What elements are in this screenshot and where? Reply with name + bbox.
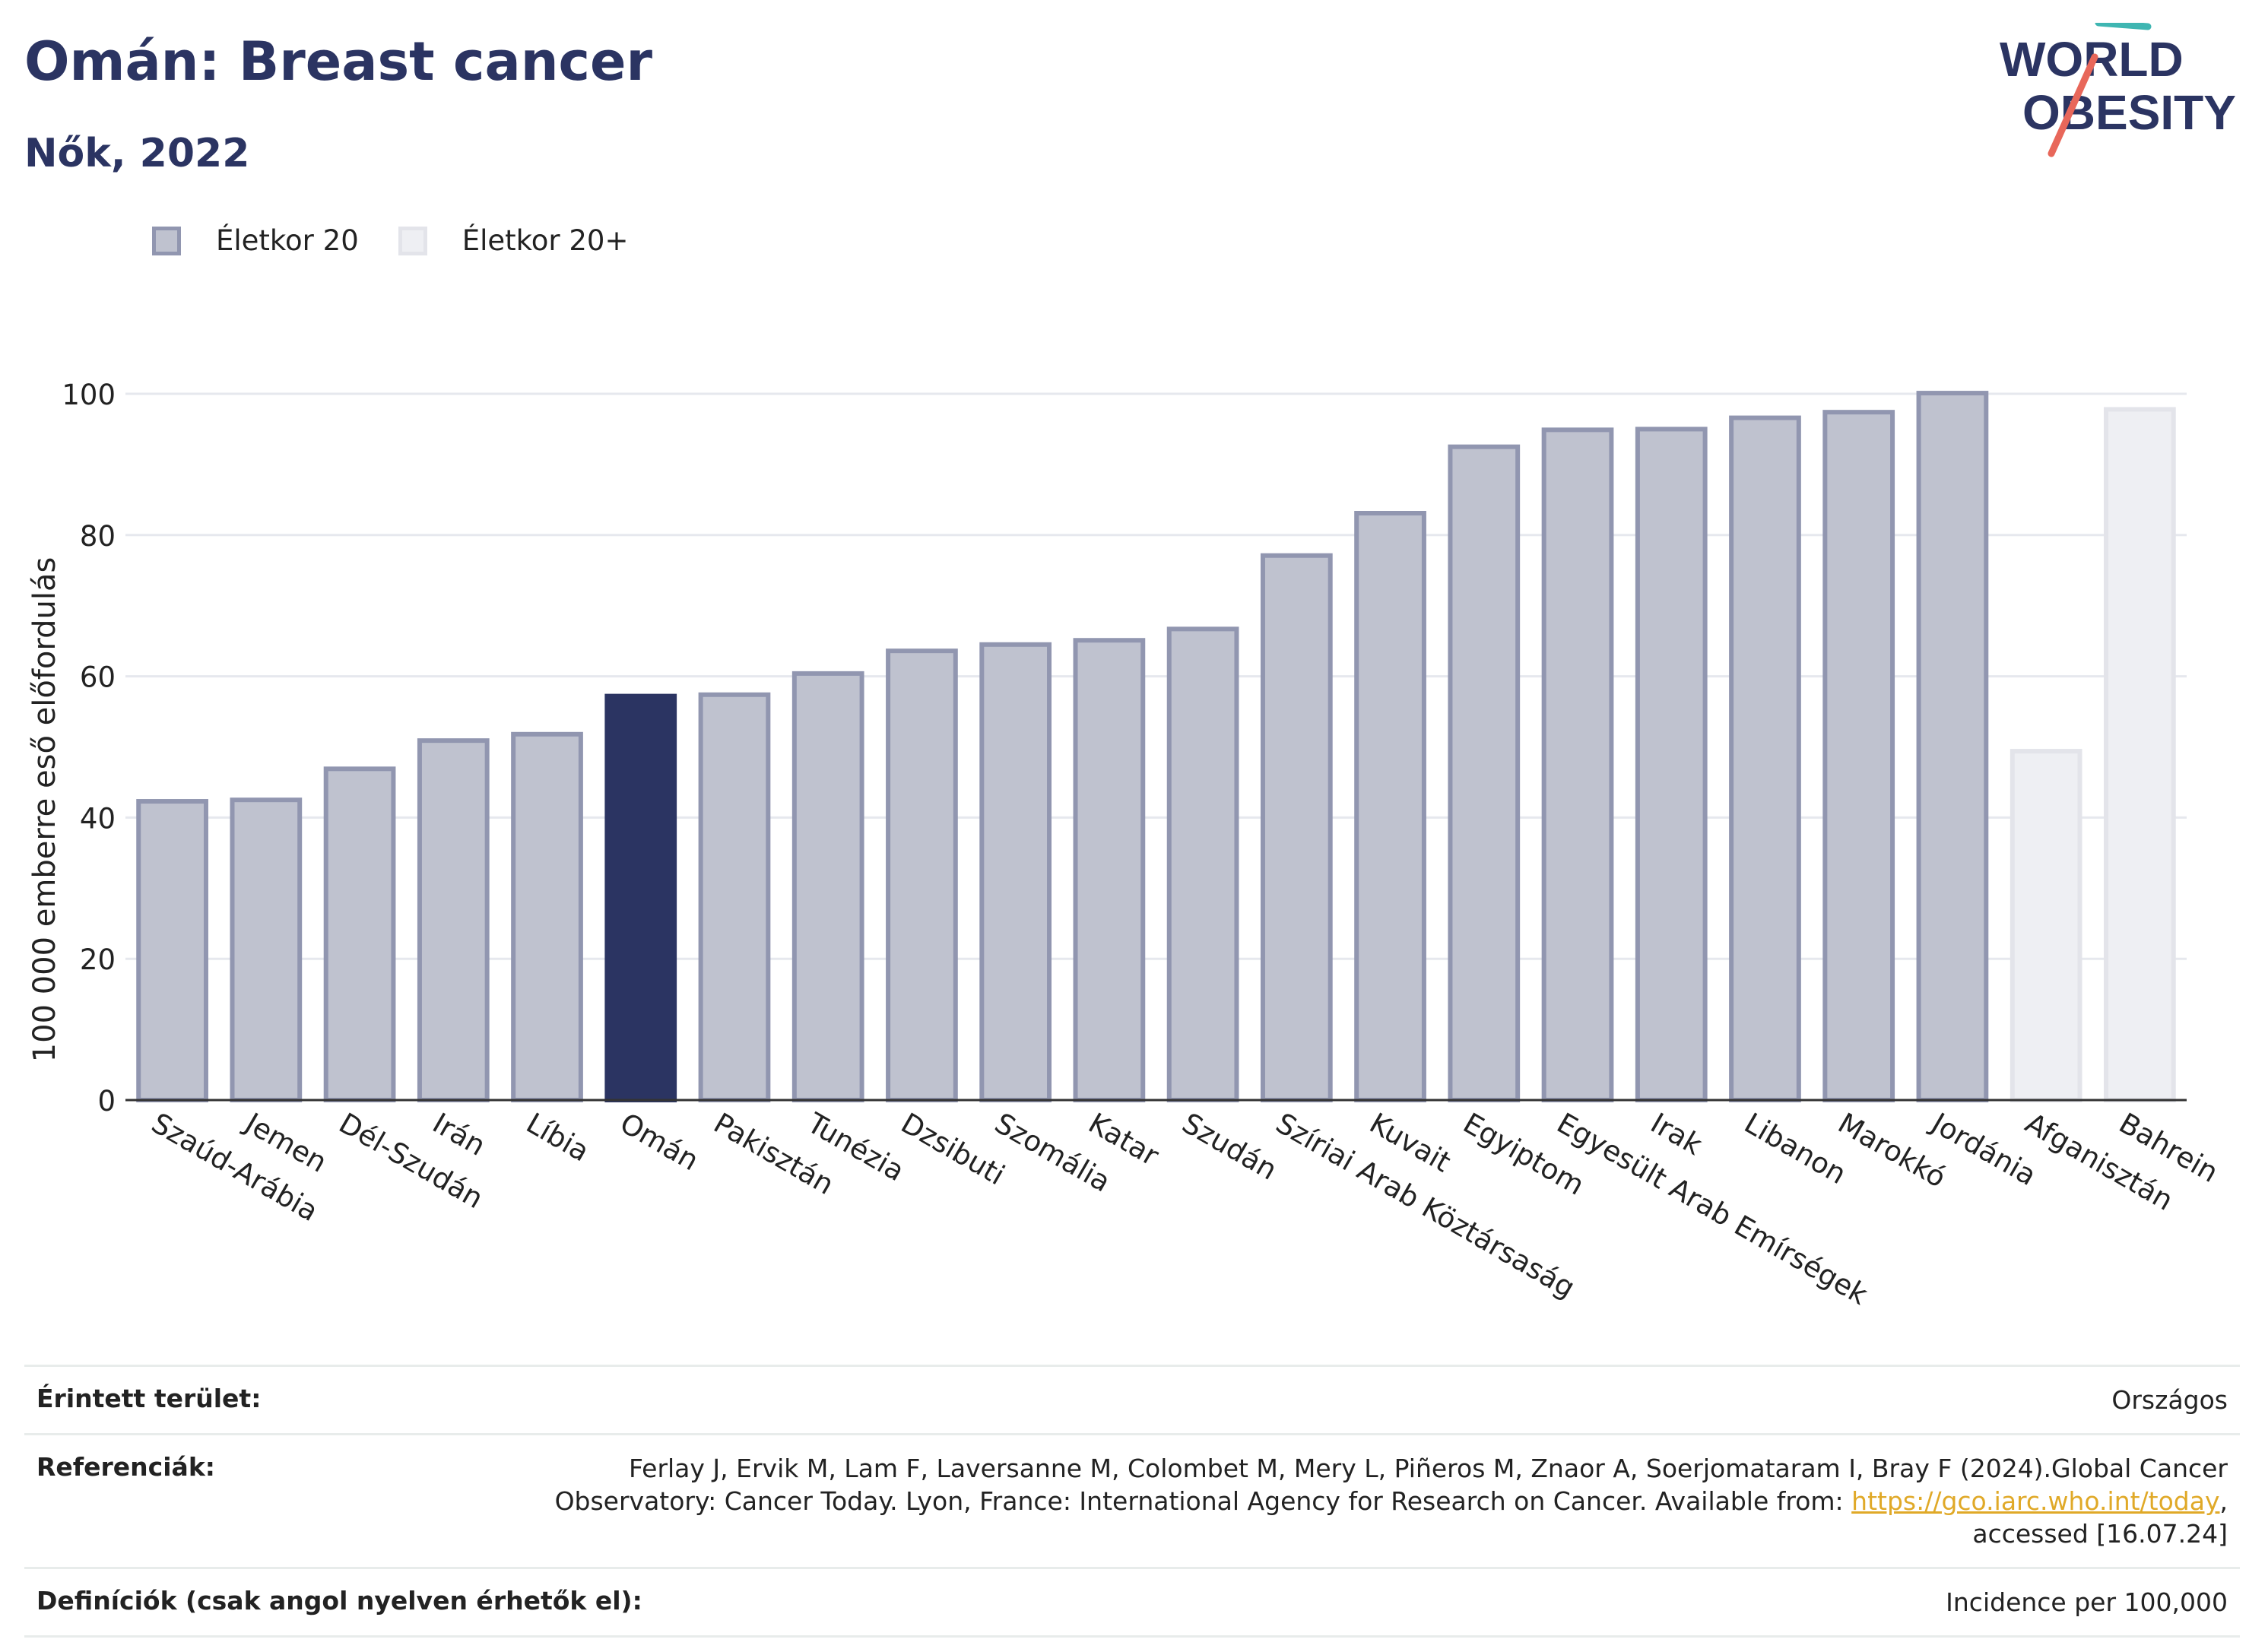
bar-afganisztán [2010,749,2082,1102]
y-tick-label: 60 [80,661,116,694]
bar-tunézia [791,671,864,1102]
area-value: Országos [2111,1385,2228,1415]
y-tick-label: 0 [97,1085,116,1118]
definitions-label: Definíciók (csak angol nyelven érhetők e… [36,1586,642,1616]
references-label: Referenciák: [36,1452,215,1482]
bar-libanon [1729,415,1801,1102]
footer-row-area: Érintett terület: Országos [24,1365,2240,1433]
bar-omán [604,693,677,1102]
reference-line-2: Observatory: Cancer Today. Lyon, France:… [555,1485,2228,1517]
legend-item-age20plus: Életkor 20+ [398,224,629,257]
y-tick-label: 20 [80,943,116,976]
bar-szaúd-arábia [136,799,208,1102]
logo-slash-bottom [2048,53,2098,157]
bar-dél-szudán [323,766,396,1102]
reference-line-2-text: Observatory: Cancer Today. Lyon, France:… [554,1486,1852,1516]
x-tick-label: Omán [614,1107,704,1178]
x-tick-label: Irán [427,1107,491,1162]
footer-row-definitions: Definíciók (csak angol nyelven érhetők e… [24,1567,2240,1638]
x-tick-label: Marokkó [1832,1107,1951,1194]
reference-line-3: accessed [16.07.24] [1972,1519,2228,1549]
reference-link[interactable]: https://gco.iarc.who.int/today [1851,1486,2220,1516]
y-tick-label: 40 [80,802,116,835]
definitions-value: Incidence per 100,000 [1946,1587,2228,1617]
bar-szíriai-arab-köztársaság [1260,553,1333,1102]
legend-swatch-age20plus [398,226,427,255]
footer-row-references: Referenciák: Ferlay J, Ervik M, Lam F, L… [24,1433,2240,1567]
bar-líbia [511,731,583,1102]
bar-szomália [979,642,1052,1102]
y-tick-label: 100 [62,379,116,411]
bar-bahrein [2104,407,2176,1102]
legend-label-age20: Életkor 20 [216,224,359,257]
bars [136,391,2176,1103]
x-tick-label: Dzsibuti [896,1107,1010,1192]
legend-item-age20: Életkor 20 [152,224,359,257]
chart-title: Omán: Breast cancer [24,30,653,93]
bar-marokkó [1822,410,1895,1102]
x-tick-label: Líbia [521,1107,595,1168]
bar-egyiptom [1448,444,1521,1102]
x-tick-label: Libanon [1739,1107,1851,1191]
bar-dzsibuti [886,648,958,1102]
y-tick-label: 80 [80,520,116,553]
x-tick-label: Irak [1645,1107,1708,1162]
x-tick-label: Egyesült Arab Emírségek [1552,1107,1874,1311]
legend-label-age20plus: Életkor 20+ [462,224,629,257]
bar-katar [1073,638,1146,1102]
legend-swatch-age20 [152,226,181,255]
reference-line-2-end: , [2219,1486,2228,1516]
chart-footer: Érintett terület: Országos Referenciák: … [24,1365,2240,1638]
chart-subtitle: Nők, 2022 [24,131,250,176]
bar-jemen [230,797,303,1103]
references-value: Ferlay J, Ervik M, Lam F, Laversanne M, … [555,1452,2228,1550]
x-tick-label: Szudán [1177,1107,1283,1187]
bar-egyesült-arab-emírségek [1541,427,1614,1102]
y-axis-title: 100 000 emberre eső előfordulás [27,557,62,1063]
bar-szudán [1166,626,1239,1102]
bar-jordánia [1916,391,1989,1102]
reference-line-1: Ferlay J, Ervik M, Lam F, Laversanne M, … [628,1454,2228,1483]
logo-slash-top [2095,23,2152,30]
bar-irán [417,738,490,1102]
chart-legend: Életkor 20 Életkor 20+ [152,224,668,257]
bar-pakisztán [698,692,771,1102]
bar-kuvait [1354,511,1426,1102]
bar-irak [1635,426,1708,1102]
area-label: Érintett terület: [36,1384,262,1413]
world-obesity-logo: WORLD OBESITY [2000,23,2235,157]
